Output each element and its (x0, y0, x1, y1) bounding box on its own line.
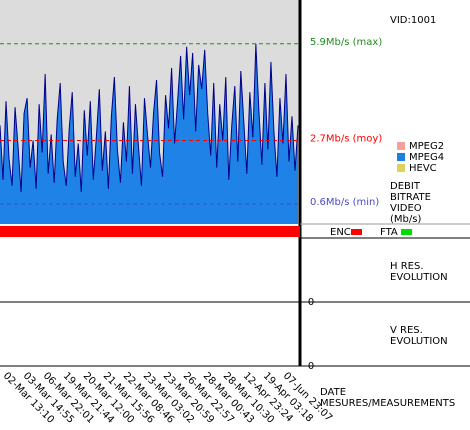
legend-swatch (397, 153, 405, 161)
reference-label: 2.7Mb/s (moy) (310, 133, 382, 144)
y-tick-label: 0 (308, 361, 314, 372)
legend-label: MPEG2 (409, 141, 444, 152)
y-axis-title: DEBIT (390, 181, 421, 192)
panel-title: V RES. (390, 325, 423, 336)
y-axis-title: BITRATE (390, 192, 431, 203)
flag-label: ENC (330, 227, 351, 238)
legend-swatch (397, 164, 405, 172)
y-axis-title: VIDEO (390, 203, 422, 214)
legend-swatch (397, 142, 405, 150)
x-axis-title: DATE (320, 387, 346, 398)
flag-swatch (401, 229, 412, 235)
flag-swatch (351, 229, 362, 235)
vid-label: VID:1001 (390, 15, 436, 26)
reference-label: 0.6Mb/s (min) (310, 197, 379, 208)
legend-label: HEVC (409, 163, 437, 174)
bitrate-area (0, 43, 298, 224)
y-axis-title: (Mb/s) (390, 214, 421, 225)
bitrate-line (0, 43, 299, 192)
enc-band (0, 226, 300, 237)
flag-label: FTA (380, 227, 398, 238)
reference-label: 5.9Mb/s (max) (310, 37, 382, 48)
panel-title: EVOLUTION (390, 272, 448, 283)
y-tick-label: 0 (308, 297, 314, 308)
x-axis-title: MESURES/MEASUREMENTS (320, 398, 455, 409)
panel-title: EVOLUTION (390, 336, 448, 347)
legend-label: MPEG4 (409, 152, 444, 163)
panel-title: H RES. (390, 261, 424, 272)
